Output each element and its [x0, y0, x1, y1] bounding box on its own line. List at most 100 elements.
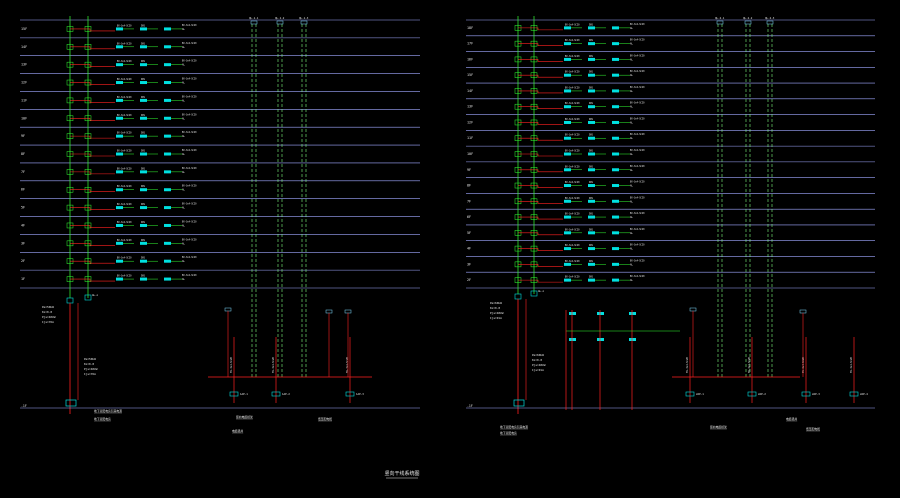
- breaker-symbol: [164, 223, 171, 227]
- circuit-label: BV-3x4-SC20: [630, 196, 645, 199]
- breaker-symbol: [612, 26, 619, 30]
- breaker-symbol: [588, 231, 595, 235]
- load-calc-label: Pjs=48kW: [490, 311, 504, 315]
- meter-label: DDS: [141, 42, 146, 45]
- circuit-label: BV-3x4-SC20: [182, 167, 197, 170]
- meter-label: DDS: [141, 60, 146, 63]
- breaker-symbol: [164, 170, 171, 174]
- breaker-symbol: [588, 247, 595, 251]
- meter-label: DDS: [141, 78, 146, 81]
- breaker-symbol: [564, 73, 571, 77]
- riser-head-box: [276, 20, 284, 25]
- breaker-symbol: [116, 116, 123, 120]
- main-panel: [65, 399, 77, 407]
- circuit-label: BV-3x4-SC20: [630, 275, 645, 278]
- feeder-spec-label: BV-3x4-SC20: [230, 357, 233, 373]
- load-calc-label: Pjs=40kW: [84, 367, 98, 371]
- floor-label: 3F: [21, 241, 25, 245]
- breaker-symbol: [140, 223, 147, 227]
- feeder-spec-label: BV-3x4-SC20: [802, 357, 805, 373]
- load-label: AL: [630, 153, 633, 156]
- circuit-label: BV-3x4-SC20: [630, 165, 645, 168]
- floor-label: 13F: [21, 63, 27, 67]
- circuit-label: BV-3x4-SC20: [630, 212, 645, 215]
- breaker-label: BV-3x4-SC20: [565, 86, 580, 89]
- diagram-title: 竖向干线系统图: [384, 470, 419, 477]
- breaker-label: BV-3x4-SC20: [565, 150, 580, 153]
- feeder-line: [70, 189, 115, 193]
- caption-label: 电缆竖井: [232, 429, 243, 433]
- bus-label: 1AP-2: [282, 392, 290, 396]
- meter-label: DDS: [141, 239, 146, 242]
- meter-label: DDS: [141, 167, 146, 170]
- breaker-symbol: [612, 278, 619, 282]
- circuit-label: BV-3x4-SC20: [182, 60, 197, 63]
- load-label: AL: [630, 200, 633, 203]
- feeder-line: [70, 82, 115, 85]
- riser-top-label: QL-1-2: [275, 16, 285, 20]
- breaker-symbol: [116, 241, 123, 245]
- breaker-symbol: [588, 42, 595, 46]
- breaker-label: BV-3x4-SC20: [565, 181, 580, 184]
- load-label: AL: [630, 263, 633, 266]
- floor-label: 11F: [467, 136, 473, 140]
- breaker-symbol: [597, 338, 604, 341]
- load-calc-label: Kx=0.8: [490, 306, 500, 310]
- caption-label: 竖向电缆桥架: [710, 425, 727, 429]
- breaker-symbol: [612, 73, 619, 77]
- breaker-symbol: [564, 26, 571, 30]
- feeder-line: [518, 185, 563, 188]
- breaker-label: BV-3x4-SC20: [117, 132, 132, 135]
- circuit-label: BV-3x4-SC20: [182, 24, 197, 27]
- feeder-line: [518, 122, 563, 125]
- breaker-label: BV-3x4-SC20: [565, 71, 580, 74]
- meter-label: DDS: [141, 221, 146, 224]
- floor-label: 15F: [467, 73, 473, 77]
- breaker-symbol: [588, 262, 595, 266]
- breaker-symbol: [116, 277, 123, 281]
- breaker-symbol: [564, 168, 571, 172]
- breaker-label: BV-3x4-SC20: [565, 228, 580, 231]
- feeder-line: [70, 225, 115, 228]
- feeder-line: [70, 243, 115, 246]
- meter-label: DDS: [589, 165, 594, 168]
- load-label: AL: [182, 153, 185, 156]
- load-label: AL: [182, 82, 185, 85]
- breaker-symbol: [588, 152, 595, 156]
- breaker-symbol: [612, 184, 619, 188]
- feeder-line: [70, 117, 115, 121]
- load-label: AL: [182, 117, 185, 120]
- breaker-symbol: [164, 152, 171, 156]
- feeder-line: [70, 135, 115, 139]
- breaker-label: BV-3x4-SC20: [117, 24, 132, 27]
- breaker-symbol: [140, 27, 147, 31]
- breaker-symbol: [564, 105, 571, 109]
- breaker-symbol: [612, 42, 619, 46]
- breaker-symbol: [164, 63, 171, 67]
- feeder-line: [518, 216, 563, 220]
- meter-label: DDS: [141, 150, 146, 153]
- feeder-spec-label: BV-3x4-SC20: [850, 357, 853, 373]
- circuit-label: BV-3x4-SC20: [630, 259, 645, 262]
- floor-label: 9F: [467, 168, 471, 172]
- floor-label: 7F: [467, 199, 471, 203]
- meter-label: DDS: [589, 150, 594, 153]
- breaker-symbol: [564, 184, 571, 188]
- feeder-spec-label: BV-3x4-SC20: [686, 357, 689, 373]
- meter-label: DDS: [589, 102, 594, 105]
- meter-label: DDS: [589, 213, 594, 216]
- breaker-symbol: [164, 45, 171, 49]
- load-label: AL: [630, 185, 633, 188]
- load-calc-label: Ijs=91A: [490, 316, 502, 320]
- breaker-symbol: [588, 278, 595, 282]
- breaker-symbol: [116, 206, 123, 210]
- feeder-line: [518, 200, 563, 204]
- feeder-line: [518, 106, 563, 110]
